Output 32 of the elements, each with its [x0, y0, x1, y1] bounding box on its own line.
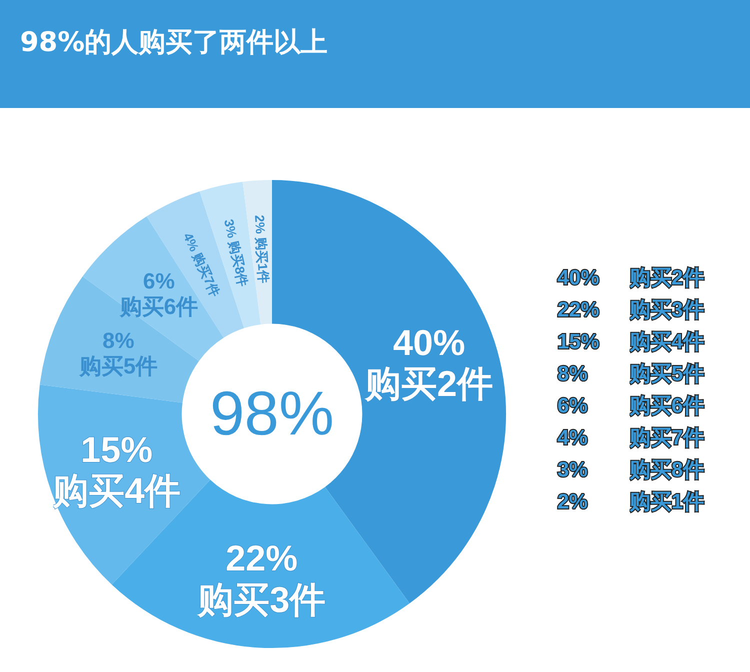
- data-label: 3%: [221, 218, 240, 240]
- data-label: 40%: [393, 322, 466, 363]
- text: 8%: [557, 362, 588, 386]
- slice-label: 购买6件: [118, 294, 198, 319]
- text: 22%: [557, 298, 600, 322]
- text: 2%: [557, 490, 588, 514]
- category-label: 购买3件: [629, 298, 704, 322]
- slice-label: 购买2件: [628, 266, 704, 290]
- data-label: 8%: [102, 328, 134, 354]
- slice-label: 购买2件: [364, 363, 494, 404]
- category-label: 购买4件: [629, 330, 704, 354]
- category-label: 购买1件: [629, 490, 704, 514]
- text: 4%: [557, 426, 588, 450]
- text: 3%: [557, 458, 588, 482]
- data-label: 22%: [226, 538, 298, 579]
- text: 40%: [557, 266, 600, 290]
- slice-label: 购买4件: [52, 470, 181, 512]
- text: 15%: [557, 330, 600, 354]
- chart-title: 98%的人购买了两件以上: [0, 0, 750, 108]
- slice-label: 购买3件: [196, 579, 326, 620]
- text: 6%: [557, 394, 588, 418]
- category-label: 购买5件: [629, 362, 704, 386]
- data-label: 6%: [143, 268, 175, 294]
- slice-label: 购买8件: [226, 238, 251, 288]
- text: 98%: [210, 380, 334, 448]
- category-label: 购买7件: [629, 426, 704, 450]
- slice-label: 购买5件: [78, 353, 158, 378]
- slice-label: 购买1件: [253, 236, 272, 284]
- data-label: 15%: [80, 428, 153, 470]
- category-label: 购买6件: [629, 394, 704, 418]
- category-label: 购买8件: [629, 458, 704, 482]
- data-label: 2%: [252, 214, 268, 235]
